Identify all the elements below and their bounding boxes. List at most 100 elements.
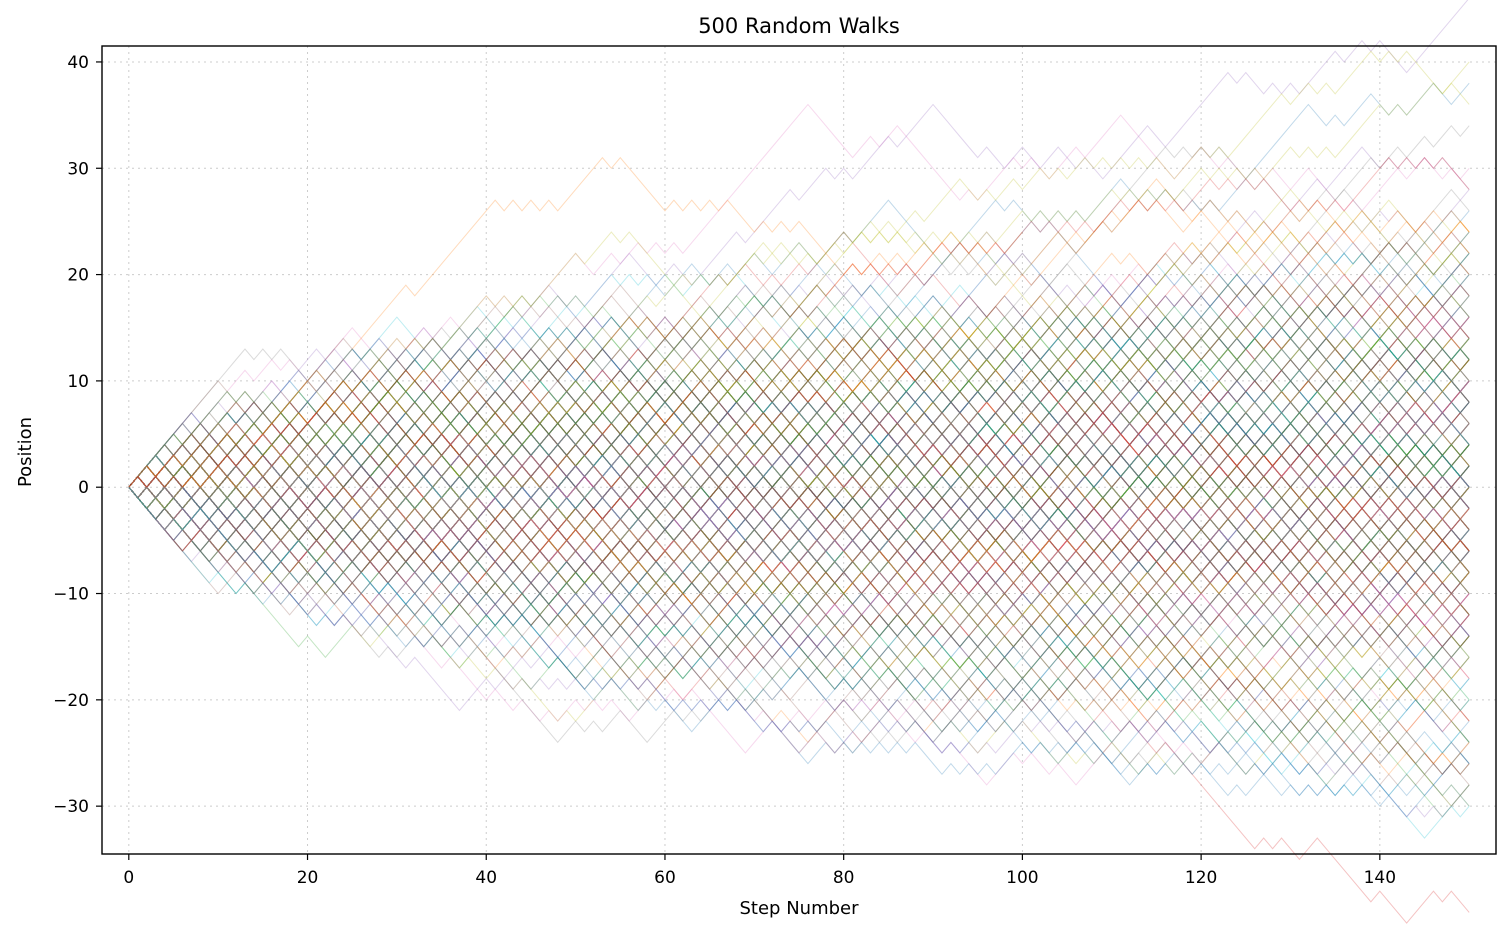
walk-line [128,465,1470,743]
walk-line [128,486,1470,786]
walk-line [128,422,1470,637]
walk-line [128,284,1470,552]
walk-line [128,348,1470,488]
walk-line [128,486,1470,818]
walk-line [128,189,1470,488]
walk-line [128,401,1470,510]
walk-line [128,454,1470,637]
walk-line [128,454,1470,648]
walk-line [128,422,1470,531]
walk-line [128,263,1470,510]
walk-line [128,390,1470,605]
walk-line [128,380,1470,531]
walk-line [128,401,1470,552]
walk-line [128,380,1470,520]
walk-line [128,358,1470,605]
walk-line [128,443,1470,637]
walk-line [128,380,1470,531]
walk-line [128,454,1470,574]
walk-line [128,412,1470,531]
walk-line [128,380,1470,531]
walk-line [128,380,1470,563]
walk-line [128,443,1470,574]
walk-line [128,443,1470,637]
walk-line [128,337,1470,531]
walk-line [128,412,1470,542]
walk-line [128,358,1470,531]
walk-line [128,475,1470,627]
walk-line [128,443,1470,563]
walk-line [128,273,1470,488]
walk-line [128,305,1470,499]
walk-line [128,295,1470,510]
walk-line [128,465,1470,616]
walk-line [128,295,1470,520]
walk-line [128,401,1470,563]
walk-line [128,486,1470,648]
walk-line [128,305,1470,510]
walk-line [128,412,1470,552]
walk-line [128,486,1470,648]
walk-line [128,348,1470,499]
walk-line [128,422,1470,552]
walk-line [128,390,1470,574]
walk-line [128,326,1470,563]
walk-line [128,390,1470,595]
walk-line [128,369,1470,542]
walk-line [128,443,1470,648]
walk-line [128,475,1470,818]
walk-line [128,412,1470,563]
walk-line [128,443,1470,669]
walk-line [128,188,1470,488]
walk-line [128,465,1470,595]
walk-line [128,231,1470,499]
walk-line [128,433,1470,584]
walk-line [128,412,1470,616]
walk-line [128,401,1470,584]
walk-line [128,284,1470,552]
walk-line [128,156,1023,488]
walk-line [128,337,1470,499]
walk-line [128,326,1470,488]
walk-line [128,316,1470,552]
walk-line [128,412,1470,520]
walk-line [128,380,1470,510]
walk-line [128,486,1470,807]
walk-line [128,486,1470,648]
walk-line [128,358,1470,542]
walk-line [128,348,1470,563]
walk-line [128,241,1470,520]
walk-line [128,486,1470,776]
walk-line [128,443,1470,744]
walk-line [128,348,1470,542]
walk-line [128,50,1470,595]
walk-line [128,231,1470,488]
walk-line [128,443,1470,605]
walk-line [128,443,1470,531]
walk-line [128,454,1470,616]
walk-line [128,433,1470,574]
walk-line [128,358,1470,520]
y-tick-label: 20 [67,266,89,286]
walk-line [128,337,1470,488]
walk-line [128,422,1470,627]
walk-line [128,401,1470,595]
walk-line [128,326,1470,552]
walk-line [128,443,1470,680]
walk-line [128,443,1470,563]
walk-line [128,295,1470,552]
walk-line [128,369,1470,531]
y-tick-label: −30 [53,797,89,817]
walk-line [128,422,1470,616]
walk-line [128,465,1470,627]
walk-line [128,401,1470,520]
walk-line [128,380,1470,552]
walk-line [128,380,1470,552]
walk-line [128,263,1470,488]
walk-line [128,486,1470,744]
walk-line [128,454,1470,659]
walk-line [128,316,1470,552]
walk-line [128,454,1470,637]
walk-line [128,465,1470,669]
y-tick-label: −20 [53,691,89,711]
